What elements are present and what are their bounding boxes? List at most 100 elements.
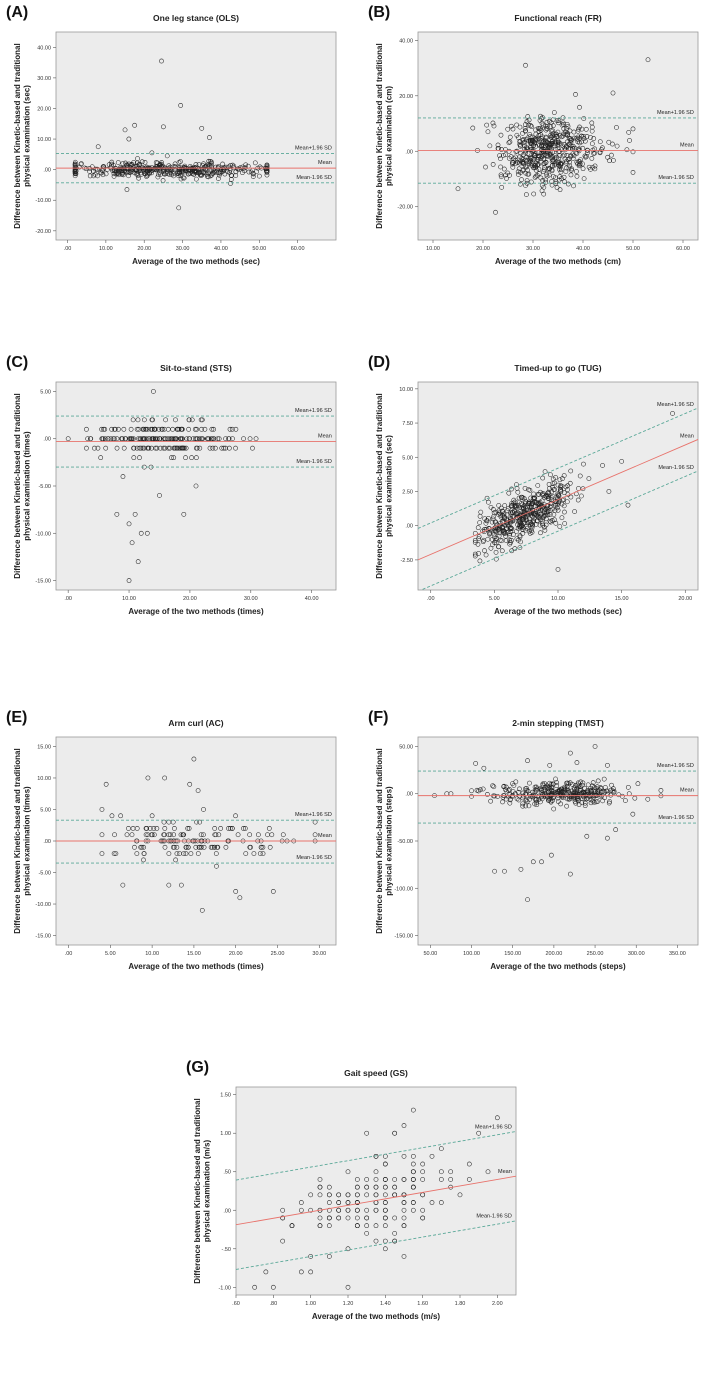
data-point <box>173 436 179 442</box>
data-point <box>192 168 198 174</box>
data-point <box>558 169 564 175</box>
x-tick-label: 2.00 <box>492 1301 503 1307</box>
data-point <box>126 578 132 583</box>
data-point <box>326 1184 332 1190</box>
data-point <box>520 137 526 142</box>
data-point <box>221 445 227 451</box>
data-point <box>575 497 581 503</box>
y-tick-label: 10.00 <box>399 387 413 393</box>
data-point <box>189 168 195 174</box>
data-point <box>525 114 531 119</box>
data-point <box>317 1177 323 1182</box>
data-point <box>233 445 238 451</box>
data-point <box>511 783 517 788</box>
data-point <box>100 436 105 442</box>
data-point <box>524 523 530 529</box>
data-point <box>609 152 614 158</box>
data-point <box>201 844 207 850</box>
data-point <box>197 844 202 850</box>
data-point <box>500 509 505 514</box>
data-point <box>243 851 249 856</box>
data-point <box>364 1230 370 1236</box>
data-point <box>151 826 157 831</box>
data-point <box>174 445 180 451</box>
data-point <box>574 797 580 803</box>
data-point <box>598 785 603 791</box>
data-point <box>556 493 562 499</box>
x-tick-label: 40.00 <box>305 596 319 602</box>
data-point <box>553 520 559 526</box>
data-point <box>566 781 572 787</box>
data-point <box>576 147 581 152</box>
data-point <box>477 558 483 564</box>
data-point <box>401 1215 407 1221</box>
data-point <box>317 1192 323 1198</box>
data-point <box>497 153 502 158</box>
data-point <box>590 780 596 786</box>
data-point <box>345 1215 351 1221</box>
bland-altman-panel: (C) Sit-to-stand (STS) .00 10.00 20.00 30.00 4… <box>6 354 337 616</box>
data-point <box>531 148 536 154</box>
data-point <box>308 1207 314 1213</box>
data-point <box>312 819 318 825</box>
data-point <box>197 819 203 825</box>
data-point <box>147 170 152 176</box>
data-point <box>495 526 501 532</box>
x-tick-label: .00 <box>65 951 73 957</box>
data-point <box>576 163 582 169</box>
data-point <box>520 138 526 143</box>
data-point <box>524 163 530 168</box>
data-point <box>522 128 528 134</box>
x-axis-title: Average of the two methods (sec) <box>494 607 622 616</box>
data-point <box>547 762 553 768</box>
data-point <box>541 514 546 520</box>
data-point <box>280 1207 286 1213</box>
x-axis-title: Average of the two methods (steps) <box>490 962 626 971</box>
bland-altman-panel: (A) One leg stance (OLS) .00 10.00 20.00 30.0… <box>6 4 337 266</box>
data-point <box>511 156 517 161</box>
data-point <box>186 417 192 423</box>
y-axis-title: Difference between Kinetic-based and tra… <box>375 748 394 933</box>
data-point <box>519 494 525 500</box>
data-point <box>512 509 518 514</box>
data-point <box>336 1200 342 1205</box>
upper-loa-line-label: Mean+1.96 SD <box>295 145 332 151</box>
y-tick-label: 7.50 <box>402 421 413 427</box>
data-point <box>528 140 534 145</box>
data-point <box>170 844 176 850</box>
data-point <box>562 156 568 162</box>
data-point <box>579 493 584 499</box>
data-point <box>481 765 487 771</box>
x-tick-label: 30.00 <box>526 246 540 252</box>
data-point <box>614 143 620 149</box>
data-point <box>603 788 609 794</box>
data-point <box>530 523 535 529</box>
data-point <box>528 138 533 143</box>
data-point <box>491 531 497 537</box>
data-point <box>567 163 573 168</box>
data-point <box>243 162 249 168</box>
data-point <box>172 445 178 451</box>
data-point <box>523 803 529 809</box>
y-axis-title: Difference between Kinetic-based and tra… <box>375 393 394 578</box>
data-point <box>553 147 559 152</box>
upper-loa-line-label: Mean+1.96 SD <box>475 1124 512 1130</box>
data-point <box>561 490 567 496</box>
data-point <box>529 502 534 508</box>
data-point <box>558 801 564 807</box>
mean-line <box>236 1175 516 1226</box>
data-point <box>138 436 144 442</box>
data-point <box>120 882 126 888</box>
upper-loa-line-label: Mean+1.96 SD <box>295 812 332 818</box>
data-point <box>498 174 504 180</box>
data-point <box>527 487 533 493</box>
data-point <box>557 140 563 146</box>
data-point <box>548 799 554 805</box>
data-point <box>532 495 537 501</box>
data-point <box>477 520 483 525</box>
data-point <box>574 173 580 179</box>
data-point <box>401 1177 407 1182</box>
data-point <box>373 1169 379 1175</box>
data-point <box>216 164 221 169</box>
data-point <box>593 799 599 805</box>
